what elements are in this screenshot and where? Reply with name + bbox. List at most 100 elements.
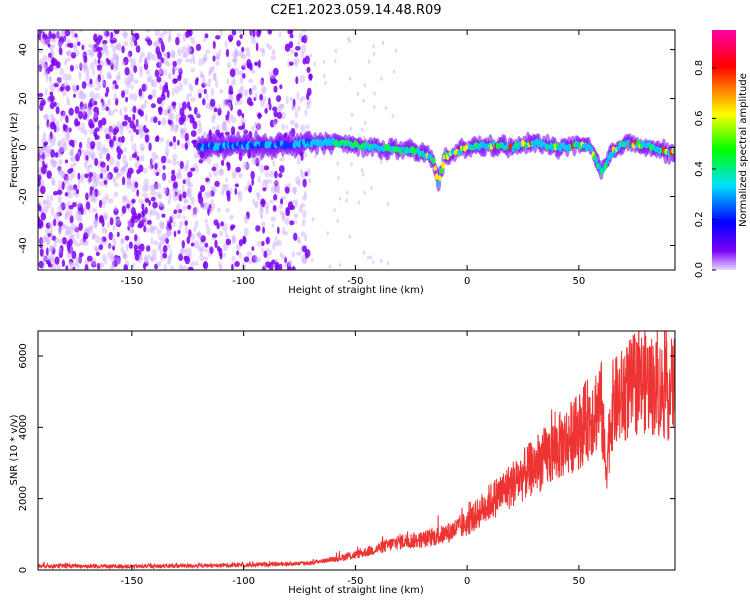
noise-speck: [360, 127, 364, 132]
noise-speck: [101, 196, 108, 205]
noise-speck: [107, 251, 113, 260]
noise-speck: [178, 225, 182, 231]
noise-speck: [49, 194, 54, 202]
noise-speck: [98, 244, 104, 251]
noise-speck: [139, 51, 145, 58]
noise-speck: [112, 238, 117, 247]
noise-speck: [152, 41, 158, 47]
noise-speck: [169, 265, 175, 270]
noise-speck: [188, 229, 192, 238]
noise-speck: [148, 164, 153, 171]
noise-speck: [89, 122, 95, 129]
noise-speck: [53, 117, 57, 123]
noise-speck: [252, 198, 255, 205]
noise-speck: [150, 255, 155, 263]
noise-speck: [166, 51, 171, 59]
noise-speck: [54, 256, 60, 265]
noise-speck: [182, 191, 187, 199]
noise-speck: [48, 257, 53, 263]
noise-speck: [51, 161, 57, 169]
noise-speck: [139, 243, 145, 252]
noise-speck: [218, 48, 222, 57]
noise-speck: [93, 172, 98, 182]
noise-speck: [248, 260, 252, 265]
noise-speck: [39, 237, 44, 246]
noise-speck: [203, 88, 207, 95]
noise-speck: [61, 30, 66, 36]
noise-speck: [88, 108, 93, 116]
noise-speck: [230, 224, 236, 229]
noise-speck: [222, 127, 228, 133]
noise-speck: [238, 172, 243, 179]
noise-speck: [287, 59, 291, 68]
noise-speck: [43, 255, 48, 262]
noise-speck: [46, 170, 52, 179]
noise-speck: [200, 202, 205, 208]
noise-speck: [296, 105, 301, 112]
noise-speck: [242, 63, 247, 68]
noise-speck: [348, 38, 352, 43]
noise-speck: [106, 221, 111, 228]
noise-speck: [303, 190, 307, 199]
noise-speck: [285, 124, 289, 129]
noise-speck: [145, 82, 149, 92]
noise-speck: [251, 84, 257, 91]
noise-speck: [77, 180, 81, 189]
noise-speck: [216, 55, 220, 61]
noise-speck: [191, 196, 195, 205]
noise-speck: [211, 233, 218, 238]
ridge-core: [433, 166, 437, 171]
noise-speck: [43, 256, 47, 263]
noise-speck: [104, 127, 108, 135]
noise-speck: [177, 139, 180, 146]
noise-speck: [326, 231, 329, 236]
noise-speck: [124, 114, 129, 121]
noise-speck: [201, 82, 206, 88]
noise-speck: [104, 148, 109, 153]
noise-speck: [134, 234, 138, 242]
noise-speck: [249, 90, 254, 96]
noise-speck: [145, 30, 151, 33]
noise-speck: [152, 225, 158, 231]
noise-speck: [72, 162, 77, 167]
noise-speck: [200, 245, 205, 252]
noise-speck: [287, 266, 292, 270]
noise-speck: [221, 183, 226, 193]
noise-speck: [158, 67, 163, 76]
noise-speck: [82, 103, 89, 111]
noise-speck: [162, 165, 166, 170]
noise-speck: [158, 242, 162, 250]
noise-speck: [187, 171, 193, 178]
noise-speck: [43, 114, 49, 120]
noise-speck: [73, 33, 78, 38]
noise-speck: [102, 99, 106, 108]
noise-speck: [202, 56, 206, 65]
noise-speck: [278, 204, 283, 210]
noise-speck: [105, 193, 109, 201]
noise-speck: [248, 78, 254, 83]
noise-speck: [314, 154, 317, 159]
noise-speck: [138, 124, 145, 133]
noise-speck: [177, 172, 182, 180]
noise-speck: [178, 67, 183, 76]
noise-speck: [186, 187, 191, 195]
noise-speck: [58, 47, 63, 56]
noise-speck: [50, 176, 55, 186]
noise-speck: [96, 262, 101, 270]
noise-speck: [38, 64, 42, 73]
noise-speck: [147, 51, 153, 61]
noise-speck: [174, 191, 178, 197]
noise-speck: [166, 89, 170, 99]
noise-speck: [226, 193, 231, 202]
noise-speck: [69, 215, 74, 224]
noise-speck: [176, 47, 183, 57]
noise-speck: [172, 181, 178, 189]
noise-speck: [234, 261, 240, 268]
noise-speck: [71, 83, 77, 92]
noise-speck: [302, 30, 306, 34]
noise-speck: [307, 98, 312, 105]
noise-speck: [101, 45, 107, 53]
noise-speck: [40, 185, 46, 195]
noise-speck: [131, 143, 137, 151]
noise-speck: [148, 142, 152, 151]
